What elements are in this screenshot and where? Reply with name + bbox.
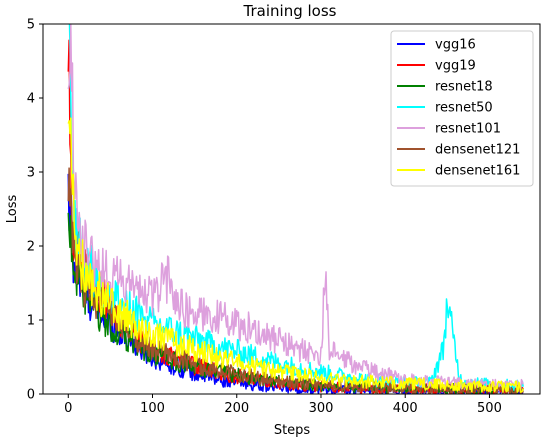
y-axis: 0 1 2 3 4 5 [27,18,43,403]
plot-frame [42,23,541,395]
legend-label-resnet101: resnet101 [435,122,501,137]
series-layer [67,24,524,394]
legend-label-resnet18: resnet18 [435,80,493,95]
x-tick-label: 0 [64,401,72,416]
legend-label-resnet50: resnet50 [435,101,493,116]
y-axis-label: Loss [5,195,20,224]
y-tick-label: 5 [27,18,35,33]
legend-label-densenet161: densenet161 [435,164,520,179]
legend-box [390,30,534,187]
series-line-resnet50 [68,24,524,392]
y-tick-label: 3 [27,166,35,181]
legend-label-densenet121: densenet121 [435,143,520,158]
x-axis-label: Steps [274,423,311,438]
x-tick-label: 300 [309,401,334,416]
y-tick-label: 4 [27,92,35,107]
legend-label-vgg19: vgg19 [435,59,476,74]
legend: vgg16 vgg19 resnet18 resnet50 resnet101 dense… [390,30,534,187]
chart-title: Training loss [243,2,337,20]
x-tick-label: 500 [477,401,502,416]
x-tick-label: 100 [140,401,165,416]
series-line-densenet161 [67,117,524,393]
x-axis: 0 100 200 300 400 500 [64,394,502,416]
y-tick-label: 0 [27,388,35,403]
y-tick-label: 1 [27,314,35,329]
y-tick-label: 2 [27,240,35,255]
x-tick-label: 400 [393,401,418,416]
x-tick-label: 200 [224,401,249,416]
legend-label-vgg16: vgg16 [435,38,476,53]
series-line-densenet121 [67,167,524,394]
